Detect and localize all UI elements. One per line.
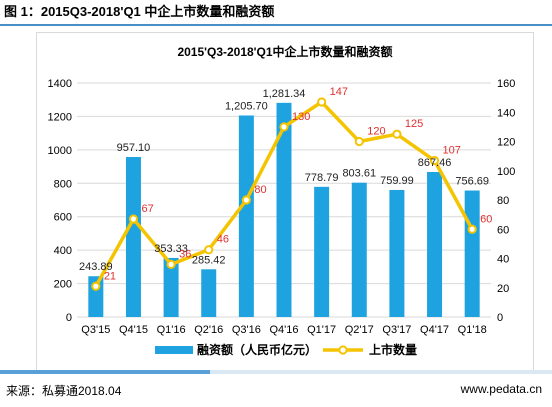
y-right-tick-label: 140 [497,107,515,119]
title-divider [0,24,552,26]
line-point [241,195,251,205]
line-point [354,136,364,147]
line-value-label: 125 [405,118,423,130]
y-right-tick-label: 60 [497,224,509,236]
bar [351,182,367,317]
bar-value-label: 759.99 [380,175,414,187]
bar-value-label: 867.46 [418,157,452,169]
line-value-label: 67 [141,203,153,215]
y-left-tick-label: 1000 [48,145,72,157]
x-tick-label: Q1'18 [458,324,487,336]
x-tick-label: Q3'15 [81,324,110,336]
bar-value-label: 756.69 [455,176,489,188]
y-right-tick-label: 120 [497,137,515,149]
x-tick-label: Q2'17 [345,324,374,336]
y-right-tick-label: 100 [497,166,515,178]
line-point [91,281,101,291]
bar-value-label: 957.10 [117,142,151,154]
footer-divider-accent [0,370,210,374]
y-left-tick-label: 600 [54,212,72,224]
chart-title: 2015'Q3-2018'Q1中企上市数量和融资额 [177,45,393,59]
line-point [279,122,289,132]
legend-line-label: 上市数量 [369,342,417,357]
line-value-label: 36 [179,248,191,260]
legend-bar-swatch [155,346,193,354]
bar [389,189,405,317]
line-value-label: 60 [480,213,492,225]
bar [276,102,292,318]
bar [314,186,330,317]
bar-value-label: 1,281.34 [263,88,306,100]
y-left-tick-label: 1200 [48,111,72,123]
y-right-tick-label: 80 [497,195,509,207]
line-value-label: 80 [254,184,266,196]
line-point [429,155,440,166]
legend-bar-label: 融资额（人民币亿元） [197,342,317,357]
bar [464,190,480,317]
bar-value-label: 803.61 [342,168,376,180]
source-note: 来源：私募通2018.04 [6,384,122,398]
x-tick-label: Q4'16 [269,324,298,336]
y-right-tick-label: 160 [497,78,515,90]
footer-divider [0,370,552,374]
y-right-tick-label: 20 [497,283,509,295]
x-tick-label: Q2'16 [194,324,223,336]
x-tick-label: Q4'15 [119,324,148,336]
bar-value-label: 285.42 [192,254,226,266]
y-left-tick-label: 800 [54,178,72,190]
bar-value-label: 243.89 [79,261,113,273]
bar [163,257,179,317]
bar-value-label: 1,205.70 [225,100,268,112]
combo-chart: 0 200 400 600 800 1000 1200 1400 0 20 40 60 80 100 120… [48,78,516,357]
bar-value-label: 778.79 [305,172,339,184]
line-value-label: 147 [330,86,348,98]
line-point [128,214,139,224]
y-right-tick-label: 40 [497,254,509,266]
site-url: www.pedata.cn [460,382,542,396]
line-point [166,259,176,269]
x-tick-label: Q3'16 [232,324,261,336]
bar [238,115,254,317]
x-tick-label: Q1'16 [157,324,186,336]
bar-value-label: 353.33 [154,243,188,255]
line-point [392,129,402,139]
chart-container: 0 200 400 600 800 1000 1200 1400 0 20 40 60 80 100 120… [36,32,534,374]
bar [125,157,141,317]
line-value-label: 46 [217,234,229,246]
line-point [467,224,477,234]
y-left-tick-label: 400 [54,245,72,257]
line-value-label: 21 [104,270,116,282]
x-tick-label: Q1'17 [307,324,336,336]
line-point [317,97,327,107]
y-left-tick-label: 1400 [48,78,72,90]
line-value-label: 107 [443,145,461,157]
legend-line-marker [338,345,348,355]
bar [427,172,443,317]
line-point [204,245,214,255]
line-value-label: 120 [367,126,385,138]
figure-title: 图 1：2015Q3-2018'Q1 中企上市数量和融资额 [4,4,275,19]
x-tick-label: Q4'17 [420,324,449,336]
y-left-tick-label: 200 [54,279,72,291]
x-tick-label: Q3'17 [382,324,411,336]
y-right-tick-label: 0 [497,312,503,324]
line-value-label: 130 [292,111,310,123]
y-left-tick-label: 0 [66,312,72,324]
bar [201,269,217,317]
